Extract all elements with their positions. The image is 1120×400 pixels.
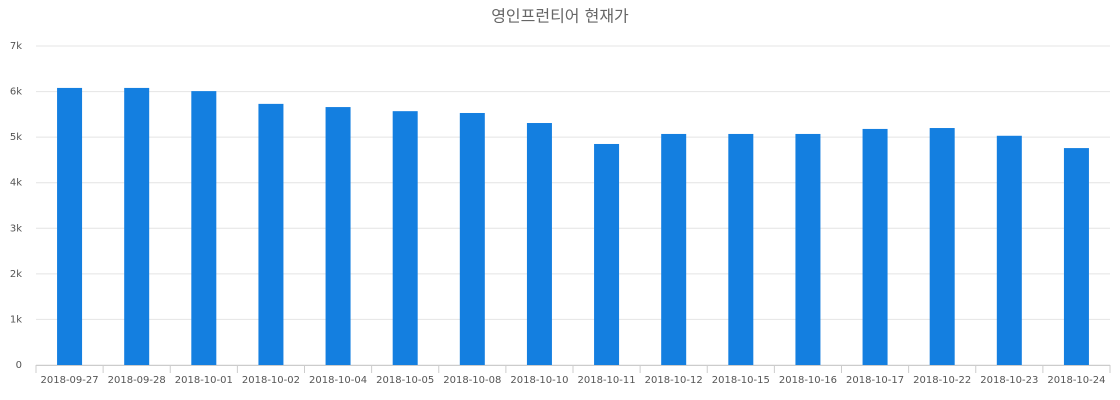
x-tick-label: 2018-10-08 bbox=[443, 375, 501, 386]
bar bbox=[526, 123, 552, 365]
y-tick-label: 0 bbox=[16, 360, 22, 371]
bar bbox=[191, 91, 217, 365]
bar bbox=[661, 133, 687, 365]
x-tick-label: 2018-10-10 bbox=[510, 375, 568, 386]
bar bbox=[1063, 148, 1089, 365]
bar bbox=[594, 143, 620, 365]
x-tick-label: 2018-10-11 bbox=[578, 375, 636, 386]
x-tick-label: 2018-10-17 bbox=[846, 375, 904, 386]
y-tick-label: 5k bbox=[10, 132, 22, 143]
y-tick-label: 6k bbox=[10, 87, 22, 98]
bar bbox=[862, 128, 888, 365]
x-tick-label: 2018-10-23 bbox=[980, 375, 1038, 386]
bar bbox=[124, 87, 150, 365]
x-tick-label: 2018-10-04 bbox=[309, 375, 367, 386]
x-tick-label: 2018-10-01 bbox=[175, 375, 233, 386]
chart-title: 영인프런티어 현재가 bbox=[491, 7, 629, 26]
bar bbox=[996, 135, 1022, 365]
x-tick-label: 2018-10-22 bbox=[913, 375, 971, 386]
y-tick-label: 2k bbox=[10, 269, 22, 280]
x-tick-label: 2018-09-28 bbox=[108, 375, 166, 386]
bar bbox=[459, 112, 485, 366]
y-tick-label: 3k bbox=[10, 223, 22, 234]
x-tick-label: 2018-10-15 bbox=[712, 375, 770, 386]
bar bbox=[325, 107, 351, 366]
x-tick-label: 2018-09-27 bbox=[41, 375, 99, 386]
bar bbox=[258, 103, 284, 365]
x-tick-label: 2018-10-12 bbox=[645, 375, 703, 386]
y-tick-label: 4k bbox=[10, 178, 22, 189]
bar bbox=[392, 111, 418, 365]
x-tick-label: 2018-10-24 bbox=[1047, 375, 1105, 386]
y-tick-label: 7k bbox=[10, 41, 22, 52]
bar bbox=[728, 133, 754, 365]
bar bbox=[795, 133, 821, 365]
bar bbox=[929, 128, 955, 365]
bar bbox=[57, 87, 83, 365]
x-tick-label: 2018-10-16 bbox=[779, 375, 837, 386]
x-tick-label: 2018-10-05 bbox=[376, 375, 434, 386]
x-tick-label: 2018-10-02 bbox=[242, 375, 300, 386]
y-tick-label: 1k bbox=[10, 314, 22, 325]
